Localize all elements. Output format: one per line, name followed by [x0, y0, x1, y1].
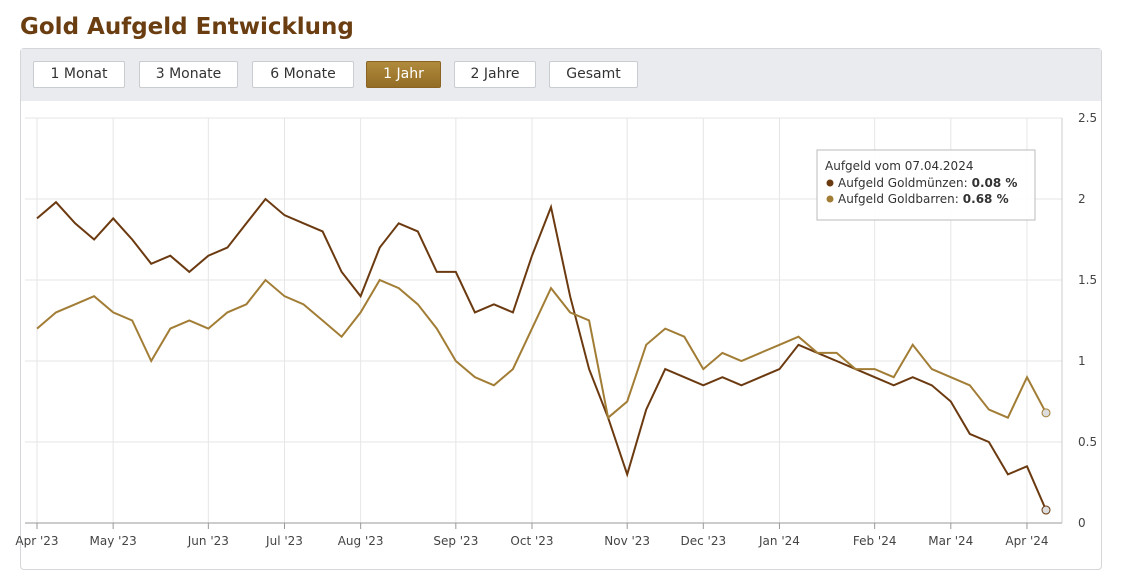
x-tick-label: May '23 — [90, 534, 137, 548]
tooltip-value: 0.08 % — [972, 176, 1018, 190]
y-tick-label: 0.5 — [1078, 435, 1097, 449]
tooltip-title: Aufgeld vom 07.04.2024 — [825, 159, 973, 173]
y-tick-label: 2.5 — [1078, 111, 1097, 125]
tooltip-label: Aufgeld Goldmünzen: — [838, 176, 968, 190]
range-button[interactable]: 2 Jahre — [454, 61, 536, 88]
tooltip-value: 0.68 % — [963, 192, 1009, 206]
range-button[interactable]: 3 Monate — [139, 61, 238, 88]
chart-panel: 1 Monat 3 Monate 6 Monate 1 Jahr 2 Jahre Gesa… — [20, 48, 1102, 570]
x-tick-label: Nov '23 — [604, 534, 650, 548]
page-title: Gold Aufgeld Entwicklung — [20, 14, 354, 40]
range-button[interactable]: 1 Monat — [33, 61, 125, 88]
y-tick-label: 2 — [1078, 192, 1086, 206]
range-button[interactable]: 6 Monate — [252, 61, 354, 88]
x-tick-label: Jun '23 — [187, 534, 229, 548]
chart: 0 0.5 1 1.5 2 2.5 Apr '23 May '23 Jun '23 Jul '23… — [15, 111, 1097, 548]
range-button[interactable]: Gesamt — [549, 61, 638, 88]
tooltip: Aufgeld vom 07.04.2024 Aufgeld Goldmünzen… — [816, 149, 1036, 221]
x-tick-label: Mar '24 — [928, 534, 973, 548]
x-tick-label: Jan '24 — [758, 534, 800, 548]
range-toolbar: 1 Monat 3 Monate 6 Monate 1 Jahr 2 Jahre Gesa… — [21, 49, 1101, 101]
range-button[interactable]: 1 Jahr — [366, 61, 441, 88]
hover-marker — [1041, 408, 1051, 418]
tooltip-label: Aufgeld Goldbarren: — [838, 192, 959, 206]
y-tick-label: 1 — [1078, 354, 1086, 368]
tooltip-dot — [826, 179, 834, 187]
y-tick-label: 1.5 — [1078, 273, 1097, 287]
hover-marker — [1041, 505, 1051, 515]
x-tick-label: Apr '23 — [15, 534, 58, 548]
series-line — [36, 197, 1047, 511]
page: Gold Aufgeld Entwicklung 1 Monat 3 Monate… — [15, 14, 1102, 570]
tooltip-dot — [826, 195, 834, 203]
x-tick-label: Dec '23 — [681, 534, 727, 548]
tooltip-row: Aufgeld Goldbarren: 0.68 % — [838, 192, 1009, 206]
tooltip-row: Aufgeld Goldmünzen: 0.08 % — [838, 176, 1017, 190]
x-tick-label: Sep '23 — [433, 534, 478, 548]
x-tick-label: Feb '24 — [853, 534, 897, 548]
x-tick-label: Apr '24 — [1005, 534, 1048, 548]
x-tick-label: Jul '23 — [265, 534, 303, 548]
tooltip-box — [816, 149, 1036, 221]
x-tick-label: Aug '23 — [338, 534, 384, 548]
series-line — [36, 278, 1047, 420]
y-tick-label: 0 — [1078, 516, 1086, 530]
x-tick-label: Oct '23 — [510, 534, 553, 548]
